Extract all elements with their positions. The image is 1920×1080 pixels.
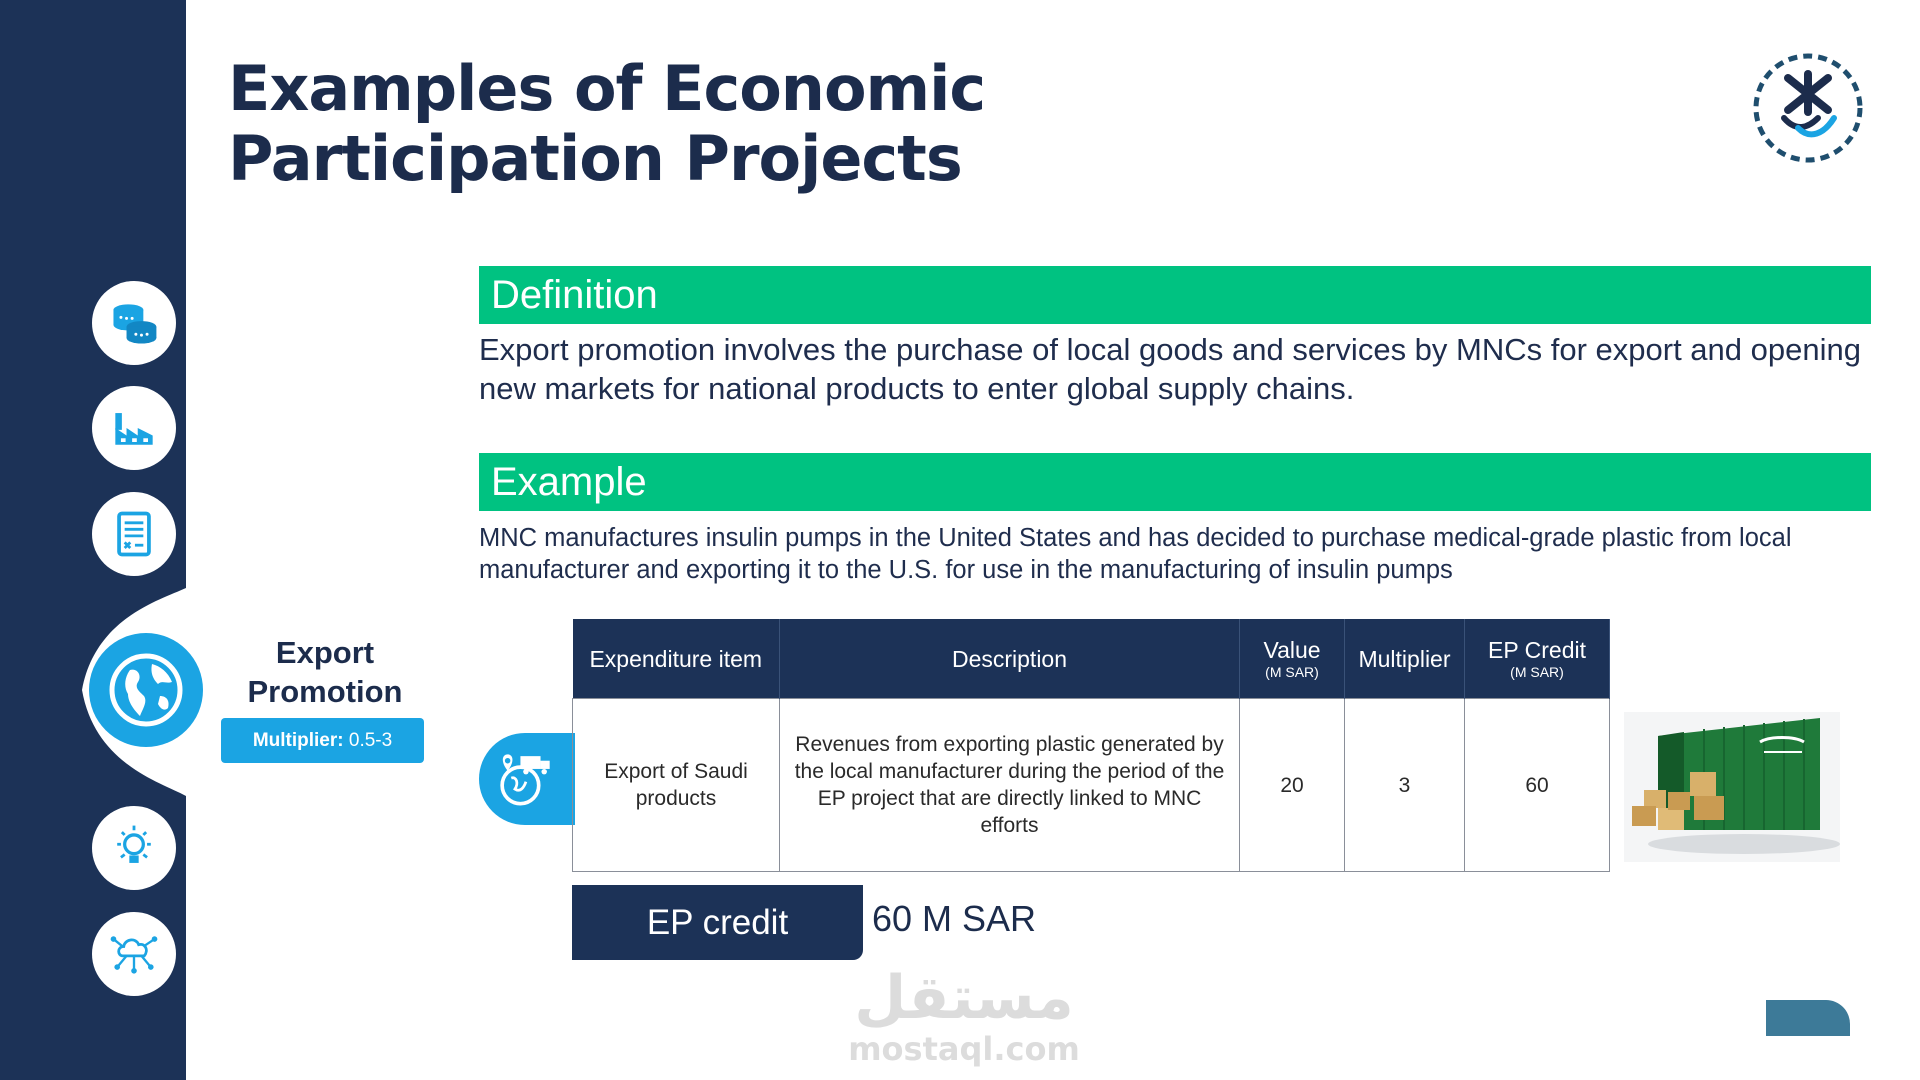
mostaql-watermark: مستقل mostaql.com (848, 963, 1080, 1068)
document-icon[interactable] (92, 492, 176, 576)
table-header-row: Expenditure item Description Value (M SA… (572, 619, 1610, 699)
logo-emblem (1753, 53, 1863, 163)
watermark-latin: mostaql.com (848, 1030, 1080, 1068)
header-value-label: Value (1263, 636, 1321, 663)
cloud-network-icon[interactable] (92, 912, 176, 996)
cell-ep-credit: 60 (1464, 698, 1610, 872)
definition-text: Export promotion involves the purchase o… (479, 332, 1861, 406)
multiplier-label: Multiplier: (252, 730, 344, 751)
cell-multiplier: 3 (1344, 698, 1465, 872)
header-credit-unit: (M SAR) (1510, 663, 1564, 680)
cell-value: 20 (1239, 698, 1345, 872)
example-text: MNC manufactures insulin pumps in the Un… (479, 524, 1792, 584)
category-name: Export Promotion (247, 635, 403, 709)
watermark-arabic: مستقل (854, 963, 1073, 1033)
shipping-container-image (1624, 712, 1840, 862)
ep-credit-label: EP credit (572, 885, 863, 960)
header-value-unit: (M SAR) (1265, 663, 1319, 680)
definition-heading: Definition (479, 266, 1871, 324)
factory-icon[interactable] (92, 386, 176, 470)
header-multiplier: Multiplier (1344, 619, 1465, 699)
globe-icon[interactable] (89, 633, 203, 747)
cell-expenditure-item: Export of Saudi products (572, 698, 780, 872)
example-heading: Example (479, 453, 1871, 511)
header-expenditure-item: Expenditure item (572, 619, 780, 699)
table-row: Export of Saudi products Revenues from e… (572, 698, 1610, 872)
multiplier-value: 0.5-3 (348, 730, 393, 751)
expenditure-table: Expenditure item Description Value (M SA… (572, 619, 1610, 872)
title-line-1: Examples of Economic (228, 52, 986, 125)
ep-credit-value: 60 M SAR (872, 898, 1037, 939)
page-title: Examples of Economic Participation Proje… (228, 52, 986, 195)
title-line-2: Participation Projects (228, 122, 963, 195)
corner-tab (1766, 1000, 1850, 1036)
cell-description: Revenues from exporting plastic generate… (779, 698, 1240, 872)
lightbulb-icon[interactable] (92, 806, 176, 890)
header-credit-label: EP Credit (1487, 636, 1586, 663)
coins-icon[interactable] (92, 281, 176, 365)
export-globe-icon (479, 733, 575, 825)
header-value: Value (M SAR) (1239, 619, 1345, 699)
multiplier-badge: Multiplier: 0.5-3 (221, 718, 424, 763)
header-description: Description (779, 619, 1240, 699)
header-ep-credit: EP Credit (M SAR) (1464, 619, 1610, 699)
